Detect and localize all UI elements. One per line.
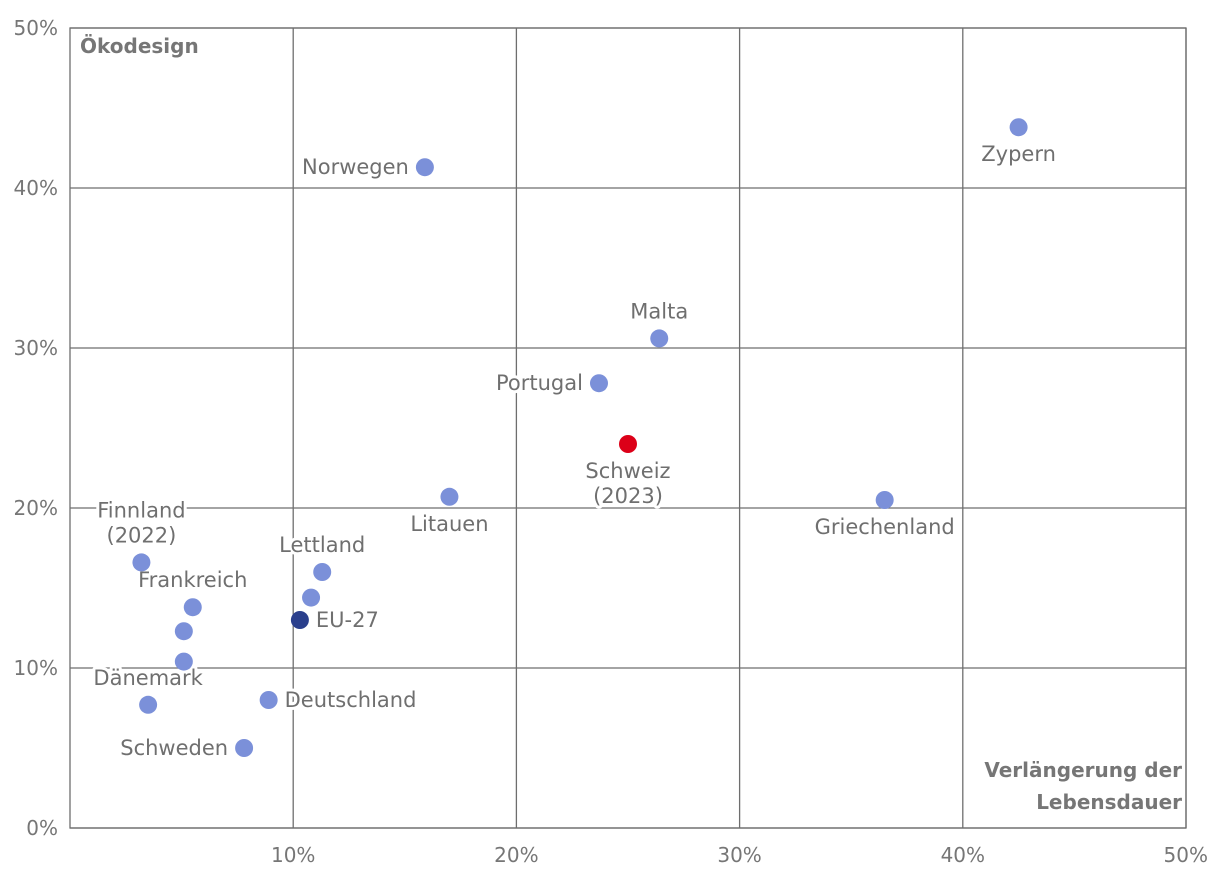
data-point	[132, 553, 151, 572]
point-label-group: Malta	[627, 296, 691, 326]
point-label: EU-27	[316, 608, 379, 632]
point-label-group: Schweden	[117, 733, 231, 763]
y-tick-label: 30%	[14, 336, 58, 360]
point-label: Lettland	[279, 533, 365, 557]
x-tick-label: 10%	[271, 843, 315, 867]
x-axis-title-line-1: Verlängerung der	[984, 758, 1182, 782]
data-point	[313, 563, 332, 581]
tick-labels: 10% 20% 30% 40% 50% 0% 10% 20% 30% 40% 50%	[14, 16, 1208, 867]
point-label: Finnland	[97, 498, 185, 522]
x-tick-label: 40%	[941, 843, 985, 867]
y-axis-title: Ökodesign	[80, 34, 199, 58]
point-label: (2022)	[107, 523, 177, 547]
point-labels: Zypern Norwegen Malta Portugal Schweiz(2023)…	[90, 139, 1059, 763]
point-label: Portugal	[496, 371, 583, 395]
data-point	[440, 487, 459, 506]
point-label-group: Litauen	[407, 509, 491, 539]
x-tick-label: 30%	[717, 843, 761, 867]
point-label: Schweiz	[585, 459, 670, 483]
data-point	[290, 611, 309, 629]
y-tick-label: 20%	[14, 496, 58, 520]
point-label: Litauen	[410, 512, 488, 536]
data-point	[183, 598, 202, 617]
point-label: Schweden	[120, 736, 228, 760]
point-label-group: Finnland(2022)	[94, 495, 188, 550]
data-point	[259, 691, 278, 709]
point-label-group: Lettland	[276, 530, 368, 560]
data-point	[139, 695, 158, 714]
data-point	[589, 374, 608, 393]
data-point	[174, 622, 193, 641]
point-label: Zypern	[981, 142, 1056, 166]
data-point	[619, 435, 637, 453]
point-label-group: Griechenland	[812, 512, 958, 542]
point-label: Norwegen	[302, 155, 409, 179]
data-point	[415, 158, 434, 177]
data-points	[132, 118, 1028, 757]
point-label-group: Zypern	[978, 139, 1059, 169]
x-axis-title-line-2: Lebensdauer	[1036, 790, 1182, 814]
point-label: Deutschland	[285, 688, 417, 712]
point-label: Frankreich	[138, 568, 247, 592]
point-label: Malta	[630, 299, 688, 323]
point-label-group: Norwegen	[299, 152, 412, 182]
y-tick-label: 10%	[14, 656, 58, 680]
data-point	[302, 588, 321, 607]
point-label-group: EU-27	[313, 605, 382, 635]
point-label-group: Frankreich	[135, 565, 250, 595]
point-label-group: Deutschland	[282, 685, 420, 715]
x-tick-label: 20%	[494, 843, 538, 867]
x-tick-label: 50%	[1164, 843, 1208, 867]
data-point	[235, 739, 254, 757]
data-point	[1009, 118, 1028, 137]
y-tick-label: 0%	[26, 816, 58, 840]
grid-layer	[69, 27, 1187, 829]
point-label: (2023)	[593, 484, 663, 508]
axis-titles: Ökodesign Verlängerung der Lebensdauer	[80, 34, 1182, 814]
data-point	[174, 652, 193, 671]
data-point	[650, 329, 669, 348]
y-tick-label: 50%	[14, 16, 58, 40]
y-tick-label: 40%	[14, 176, 58, 200]
point-label-group: Schweiz(2023)	[582, 456, 673, 511]
point-label: Griechenland	[815, 515, 955, 539]
data-point	[875, 491, 894, 509]
point-label-group: Portugal	[493, 368, 586, 398]
